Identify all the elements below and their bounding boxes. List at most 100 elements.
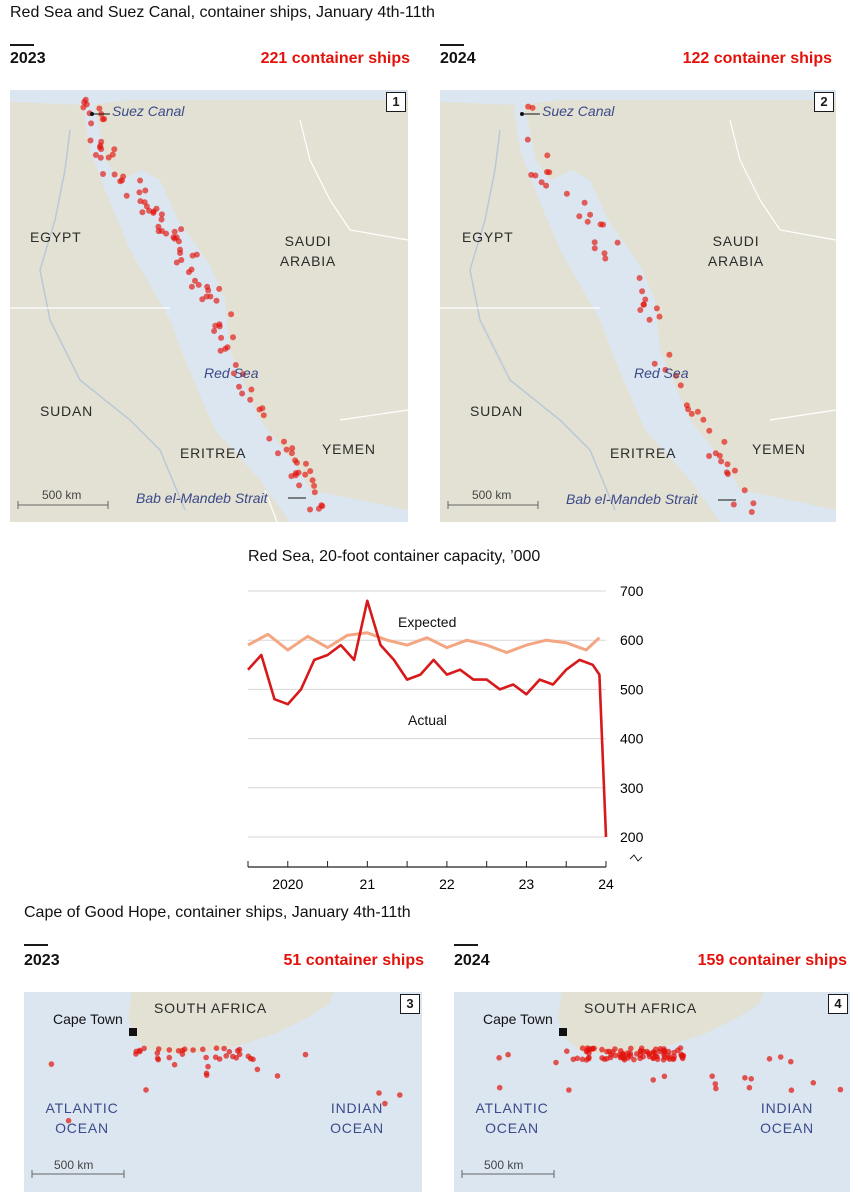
ship-dot [137, 198, 144, 205]
indian-line-2: OCEAN [330, 1120, 384, 1136]
panel-3-count: 51 container ships [283, 952, 425, 969]
y-tick-label: 200 [620, 829, 644, 845]
ship-dot [601, 250, 608, 257]
ship-dot [566, 1087, 572, 1093]
ship-dot [636, 275, 643, 281]
panel-2-year: 2024 [440, 50, 476, 67]
ship-dot [274, 1073, 281, 1079]
panel-3-year: 2023 [24, 952, 60, 969]
ship-dot [723, 469, 730, 476]
panel-2-badge: 2 [814, 92, 834, 112]
ship-dot [203, 1072, 210, 1078]
ship-dot [671, 1053, 677, 1060]
ship-dot [240, 371, 246, 378]
ship-dot [309, 477, 316, 484]
ship-dot [721, 438, 728, 445]
ship-dot [139, 209, 146, 216]
cape-map-2023: 3 SOUTH AFRICA Cape Town ATLANTIC OCEAN I… [24, 992, 422, 1192]
ship-dot [766, 1056, 773, 1062]
ship-dot [608, 1051, 614, 1058]
panel-1-rule [10, 44, 34, 46]
ship-dot [788, 1058, 794, 1065]
ship-dot [256, 406, 263, 413]
ship-dot [173, 259, 180, 266]
series-label: Expected [398, 614, 456, 630]
ship-dot [189, 252, 196, 259]
ship-dot [166, 1054, 173, 1061]
ship-dot [694, 408, 701, 415]
ship-dot [617, 1048, 624, 1054]
ship-dot [221, 1045, 227, 1052]
ship-dot [712, 450, 719, 457]
ship-dot [96, 105, 103, 112]
ship-dot [742, 1075, 748, 1081]
ship-dot [646, 316, 653, 323]
ship-dot [158, 211, 165, 218]
egypt-label: EGYPT [30, 229, 82, 245]
ship-dot [217, 347, 224, 354]
south-africa-label-2: SOUTH AFRICA [584, 1000, 698, 1016]
indian-line-1: INDIAN [330, 1100, 384, 1116]
ship-dot [307, 506, 313, 513]
ship-dot [171, 228, 178, 235]
ship-dot [233, 1055, 240, 1061]
ship-dot [810, 1080, 817, 1086]
panel-1-count: 221 container ships [260, 50, 410, 67]
x-tick-label: 21 [360, 876, 376, 892]
ship-dots-2024 [524, 103, 757, 515]
scale-label: 500 km [42, 488, 82, 502]
ship-dot [239, 390, 246, 397]
ship-dot [688, 410, 695, 417]
ship-dot [222, 345, 229, 352]
panel-3-rule [24, 944, 48, 946]
yemen-label: YEMEN [322, 441, 376, 457]
saudi-label-line-1: SAUDI [712, 233, 760, 249]
ship-dot [666, 351, 673, 358]
saudi-arabia-label: SAUDI ARABIA [278, 231, 338, 271]
ship-dot [250, 1056, 256, 1063]
ship-dot [260, 412, 267, 419]
ship-dot [65, 1117, 72, 1124]
ship-dot [652, 1053, 659, 1060]
ship-dot [837, 1086, 844, 1093]
red-sea-section-title: Red Sea and Suez Canal, container ships,… [10, 4, 435, 21]
ship-dot [137, 177, 144, 184]
capacity-line-chart: 700 600 500 400 300 200 2020 21 22 23 24 Expected Ac… [247, 583, 644, 892]
ship-dot [153, 205, 160, 212]
ship-dot [155, 1046, 162, 1052]
ship-dot [177, 250, 184, 256]
ship-dot [712, 1081, 719, 1087]
ship-dot [624, 1050, 631, 1056]
ship-dot [318, 502, 325, 509]
panel-4-badge: 4 [828, 994, 848, 1014]
ship-dot [248, 386, 255, 393]
ship-dot [188, 266, 195, 273]
panel-4-year: 2024 [454, 952, 490, 969]
ship-dot [505, 1051, 511, 1058]
ship-dot [226, 1048, 233, 1055]
ship-dot [706, 427, 713, 434]
ship-dot [119, 177, 125, 184]
ship-dot [123, 192, 130, 199]
ship-dot [199, 296, 206, 303]
sudan-label: SUDAN [40, 403, 94, 419]
ship-dot [158, 216, 165, 223]
series-line-expected [247, 631, 601, 654]
ship-dot [195, 281, 202, 288]
ship-dot [136, 189, 143, 196]
ship-dot [666, 1056, 673, 1062]
scale-label-2: 500 km [472, 488, 512, 502]
red-sea-label: Red Sea [204, 365, 259, 381]
ship-dot [154, 1055, 161, 1062]
ship-dots-cape-2023 [48, 1045, 403, 1124]
suez-canal-label: Suez Canal [112, 103, 185, 119]
ship-dot [564, 1048, 570, 1054]
ship-dot [587, 211, 594, 218]
ship-dot [216, 1056, 223, 1062]
ship-dot [296, 482, 303, 489]
cape-town-label: Cape Town [53, 1011, 123, 1027]
ship-dot [234, 1048, 241, 1054]
ship-dot [175, 1048, 182, 1054]
y-tick-label: 300 [620, 780, 644, 796]
ship-dot [92, 152, 99, 158]
